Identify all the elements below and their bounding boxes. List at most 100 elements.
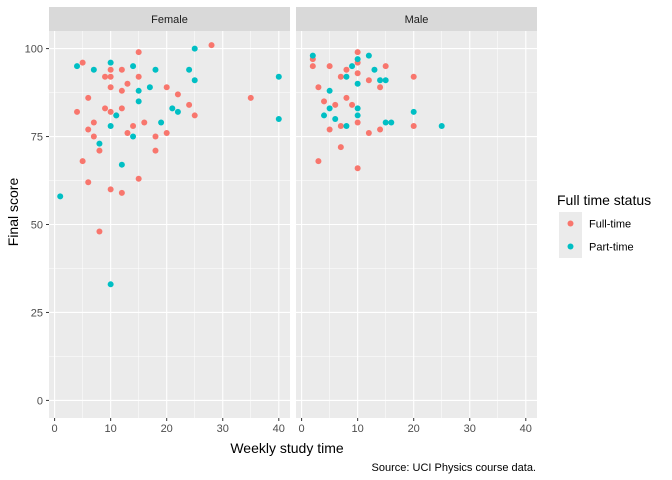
data-point-part-time (275, 115, 282, 122)
data-point-full-time (377, 126, 384, 133)
x-tick-label: 0 (52, 423, 58, 435)
data-point-full-time (118, 87, 125, 94)
data-point-part-time (354, 56, 361, 63)
data-point-part-time (354, 105, 361, 112)
data-point-part-time (158, 119, 165, 126)
data-point-part-time (332, 115, 339, 122)
data-point-full-time (410, 122, 417, 129)
data-point-part-time (146, 84, 153, 91)
data-point-part-time (365, 52, 372, 59)
data-point-part-time (388, 119, 395, 126)
data-point-full-time (85, 94, 92, 101)
data-point-part-time (96, 140, 103, 147)
data-point-full-time (79, 158, 86, 165)
data-point-part-time (107, 59, 114, 66)
data-point-part-time (74, 63, 81, 70)
data-point-part-time (438, 122, 445, 129)
data-point-full-time (174, 91, 181, 98)
data-point-full-time (354, 165, 361, 172)
data-point-part-time (130, 63, 137, 70)
data-point-part-time (382, 77, 389, 84)
data-point-full-time (332, 101, 339, 108)
data-point-full-time (326, 63, 333, 70)
data-point-full-time (354, 70, 361, 77)
data-point-full-time (163, 84, 170, 91)
x-axis-title: Weekly study time (230, 440, 344, 456)
data-point-full-time (96, 228, 103, 235)
caption: Source: UCI Physics course data. (372, 462, 536, 474)
data-point-part-time (326, 105, 333, 112)
data-point-part-time (354, 80, 361, 87)
data-point-part-time (113, 112, 120, 119)
data-point-part-time (57, 193, 64, 200)
data-point-full-time (191, 112, 198, 119)
data-point-full-time (90, 133, 97, 140)
data-point-full-time (382, 63, 389, 70)
data-point-part-time (107, 281, 114, 288)
legend-label: Part-time (589, 242, 634, 254)
data-point-part-time (349, 63, 356, 70)
legend: Full time status Full-time Part-time (557, 192, 651, 258)
data-point-part-time (343, 73, 350, 80)
facet-panel-female: Female 0 10 20 30 40 0 25 50 75 100 (25, 7, 290, 435)
data-point-full-time (343, 66, 350, 73)
data-points (309, 49, 445, 172)
x-tick-label: 30 (217, 423, 229, 435)
data-point-full-time (152, 147, 159, 154)
data-point-full-time (365, 130, 372, 137)
legend-key-point (567, 220, 574, 227)
legend-label: Full-time (589, 219, 631, 231)
data-point-full-time (315, 158, 322, 165)
facet-strip-label: Male (405, 14, 429, 26)
data-point-full-time (349, 101, 356, 108)
data-point-part-time (152, 66, 159, 73)
data-point-full-time (365, 77, 372, 84)
data-point-part-time (326, 87, 333, 94)
x-tick-label: 10 (105, 423, 117, 435)
x-tick-label: 20 (408, 423, 420, 435)
data-point-full-time (124, 130, 131, 137)
data-point-full-time (85, 179, 92, 186)
data-point-part-time (321, 112, 328, 119)
data-point-part-time (354, 112, 361, 119)
data-point-part-time (118, 161, 125, 168)
data-point-full-time (107, 73, 114, 80)
data-point-full-time (74, 108, 81, 115)
x-tick-label: 40 (520, 423, 532, 435)
legend-items: Full-time Part-time (559, 212, 634, 258)
data-point-part-time (377, 77, 384, 84)
data-point-part-time (343, 122, 350, 129)
data-point-full-time (118, 105, 125, 112)
data-point-full-time (118, 66, 125, 73)
data-point-part-time (371, 66, 378, 73)
y-axis-title: Final score (5, 178, 21, 247)
data-point-part-time (275, 73, 282, 80)
data-point-part-time (382, 119, 389, 126)
facet-strip (296, 7, 537, 31)
data-point-full-time (354, 119, 361, 126)
data-point-part-time (186, 66, 193, 73)
data-point-full-time (152, 133, 159, 140)
x-tick-label: 10 (352, 423, 364, 435)
data-point-part-time (169, 105, 176, 112)
data-point-full-time (90, 119, 97, 126)
data-point-full-time (135, 175, 142, 182)
data-point-full-time (354, 49, 361, 56)
data-point-full-time (410, 73, 417, 80)
data-point-part-time (191, 45, 198, 52)
data-point-full-time (337, 122, 344, 129)
x-tick-label: 20 (161, 423, 173, 435)
data-point-full-time (130, 122, 137, 129)
data-points (57, 42, 282, 288)
data-point-full-time (107, 66, 114, 73)
legend-item: Part-time (559, 235, 634, 258)
data-point-full-time (85, 126, 92, 133)
data-point-full-time (79, 59, 86, 66)
data-point-full-time (309, 63, 316, 70)
data-point-full-time (326, 126, 333, 133)
data-point-part-time (130, 133, 137, 140)
legend-key-point (567, 243, 574, 250)
data-point-full-time (118, 189, 125, 196)
data-point-part-time (135, 98, 142, 105)
